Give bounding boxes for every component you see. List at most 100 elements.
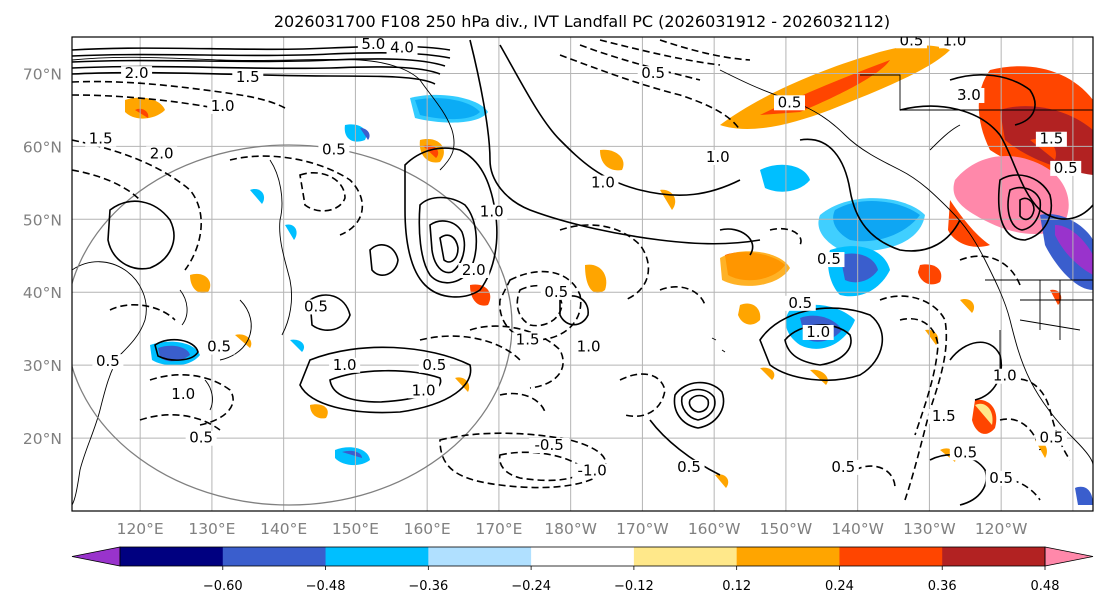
latitude-labels: 70°N 60°N 50°N 40°N 30°N 20°N [23, 65, 62, 448]
contour-label: 0.5 [304, 297, 328, 315]
range-ring [72, 144, 513, 506]
contour-label-background [1050, 160, 1082, 176]
contour-label-background [895, 37, 927, 49]
longitude-tick-label: 120°E [117, 520, 164, 538]
contour-label: 0.5 [322, 141, 346, 159]
contour-label-background [813, 252, 845, 268]
contour-label: 0.5 [817, 250, 841, 268]
contour-label: -0.5 [534, 436, 563, 454]
colorbar-segment [633, 547, 738, 566]
contour-label-background [357, 37, 389, 52]
contour-label-background [540, 284, 572, 300]
colorbar-outline [119, 546, 1046, 567]
colorbar-segment [428, 547, 532, 566]
longitude-tick-label: 150°W [760, 520, 813, 538]
contour-label-background [418, 357, 450, 373]
contour-label: 1.0 [412, 381, 436, 399]
contour-label-background [637, 66, 669, 82]
contour-label: 0.5 [788, 294, 812, 312]
latitude-tick-label: 50°N [23, 211, 62, 229]
colorbar-segment [325, 547, 429, 566]
colorbar-tick-label: −0.60 [203, 579, 243, 594]
contour-label: 0.5 [953, 443, 977, 461]
colorbar-segment [736, 547, 840, 566]
colorbar-extend-max [1044, 546, 1094, 567]
contour-labels: 5.0 4.02.0 1.51.01.52.0 0.51.01.02.00.50.51… [85, 31, 1082, 487]
contour-label-background [572, 463, 613, 479]
longitude-tick-label: 140°W [831, 520, 884, 538]
longitude-tick-label: 170°E [475, 520, 522, 538]
contour-label: 1.0 [333, 356, 357, 374]
contour-label-background [702, 149, 734, 165]
contour-label-background [784, 295, 816, 311]
contour-label-background [587, 175, 619, 191]
contour-label: 1.0 [806, 323, 830, 341]
colorbar-tick-label: −0.36 [408, 579, 448, 594]
contour-label: 0.5 [96, 352, 120, 370]
colorbar-segment [531, 547, 635, 566]
contour-label-background [207, 98, 239, 114]
colorbar-segment [839, 547, 943, 566]
contour-label-background [949, 445, 981, 461]
contour-label: 0.5 [900, 31, 924, 49]
contour-label: 0.5 [677, 458, 701, 476]
longitude-tick-label: 160°E [404, 520, 451, 538]
latitude-tick-label: 70°N [23, 65, 62, 83]
contour-label: 1.0 [211, 97, 235, 115]
contour-label-background [673, 459, 705, 475]
colorbar-tick-label: −0.24 [511, 579, 551, 594]
contour-label: 1.5 [932, 407, 956, 425]
contour-label: 0.5 [189, 429, 213, 447]
contour-label-background [458, 263, 490, 278]
contour-label-background [167, 386, 199, 402]
longitude-tick-label: 160°W [688, 520, 741, 538]
contour-label: 1.5 [236, 68, 260, 86]
contour-label: 1.0 [943, 31, 967, 49]
longitude-tick-label: 130°E [188, 520, 235, 538]
contour-label: 0.5 [831, 458, 855, 476]
contour-label: 4.0 [390, 39, 414, 57]
longitude-labels: 120°E 130°E 140°E 150°E 160°E 170°E 180°W 170°W… [117, 520, 1028, 538]
contour-label: 0.5 [207, 338, 231, 356]
contour-label-background [827, 459, 859, 475]
colorbar-segment [120, 547, 224, 566]
contour-label: 1.0 [480, 203, 504, 221]
contour-label: 0.5 [778, 93, 802, 111]
contour-label-background [985, 470, 1017, 486]
longitude-tick-label: 140°E [260, 520, 307, 538]
contour-label: 1.0 [171, 385, 195, 403]
contour-label-background [773, 95, 805, 111]
latitude-tick-label: 60°N [23, 138, 62, 156]
longitude-tick-label: 120°W [975, 520, 1028, 538]
contour-label-background [92, 354, 124, 370]
contour-label: 1.5 [516, 330, 540, 348]
contour-label: 0.5 [1054, 159, 1078, 177]
contour-label-background [1035, 430, 1067, 446]
contour-label: 1.0 [993, 367, 1017, 385]
contour-label-background [121, 66, 153, 82]
colorbar-tick-label: −0.48 [306, 579, 346, 594]
contour-label-background [386, 40, 418, 56]
contour-label-background [232, 69, 264, 85]
contour-label-background [318, 142, 350, 158]
colorbar: −0.60 −0.48 −0.36 −0.24 −0.12 0.12 0.24 0.36 0.4… [71, 546, 1094, 594]
contour-label-background [928, 408, 960, 424]
contour-label: 0.5 [641, 64, 665, 82]
contour-label: 1.0 [591, 173, 615, 191]
contour-label-background [203, 339, 235, 355]
divergence-shading [125, 45, 1093, 505]
contour-label-background [476, 204, 508, 220]
contour-label-background [529, 438, 570, 454]
contour-label: 1.0 [577, 338, 601, 356]
contour-label: 2.0 [125, 64, 149, 82]
contour-label: 1.5 [89, 130, 113, 148]
colorbar-segment [222, 547, 327, 566]
colorbar-extend-min [71, 546, 121, 567]
contour-label: 0.5 [989, 469, 1013, 487]
contour-label: 0.5 [1039, 429, 1063, 447]
contour-label-background [146, 146, 178, 162]
contour-label-background [512, 332, 544, 348]
longitude-tick-label: 180°W [544, 520, 597, 538]
latitude-tick-label: 30°N [23, 357, 62, 375]
